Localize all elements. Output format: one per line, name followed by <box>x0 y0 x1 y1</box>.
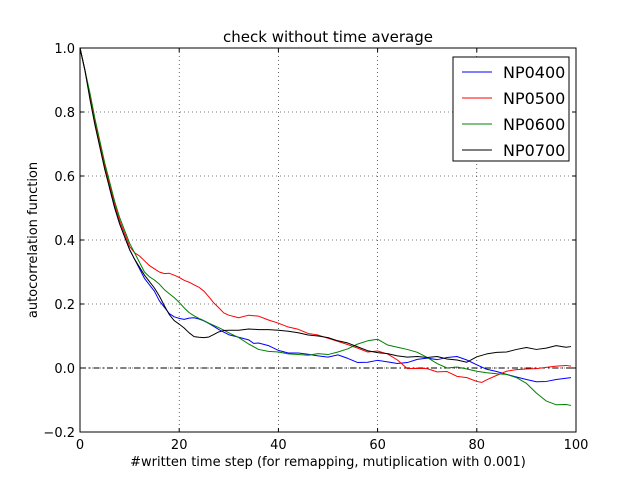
series-line-np0700 <box>79 47 572 363</box>
x-axis-label: #written time step (for remapping, mutip… <box>130 455 526 470</box>
legend-box <box>452 56 570 162</box>
legend: NP0400 NP0500 NP0600 NP0700 <box>452 56 570 162</box>
x-tick-label: 80 <box>469 438 486 453</box>
x-tick-label: 100 <box>564 438 589 453</box>
y-tick-label: 0.2 <box>54 298 75 313</box>
y-tick-label: 0.6 <box>54 170 75 185</box>
y-tick-label: 0.0 <box>54 362 75 377</box>
y-tick-label: 0.8 <box>54 106 75 121</box>
y-tick-label: 0.4 <box>54 234 75 249</box>
y-tick-label: −0.2 <box>43 426 75 441</box>
legend-label-np0400: NP0400 <box>503 63 565 82</box>
series-line-np0600 <box>79 47 572 406</box>
legend-label-np0500: NP0500 <box>503 89 565 108</box>
legend-label-np0600: NP0600 <box>503 115 565 134</box>
y-tick-label: 1.0 <box>54 42 75 57</box>
chart-title: check without time average <box>223 28 433 46</box>
x-tick-label: 0 <box>76 438 84 453</box>
y-axis-label: autocorrelation function <box>26 162 41 318</box>
legend-label-np0700: NP0700 <box>503 141 565 160</box>
x-tick-label: 40 <box>270 438 287 453</box>
x-tick-label: 60 <box>369 438 386 453</box>
x-tick-label: 20 <box>171 438 188 453</box>
axis-ticks: 0 20 40 60 80 100 −0.2 0.0 0.2 0.4 0.6 0.8 1.0 <box>43 42 588 453</box>
series-lines <box>79 47 572 406</box>
